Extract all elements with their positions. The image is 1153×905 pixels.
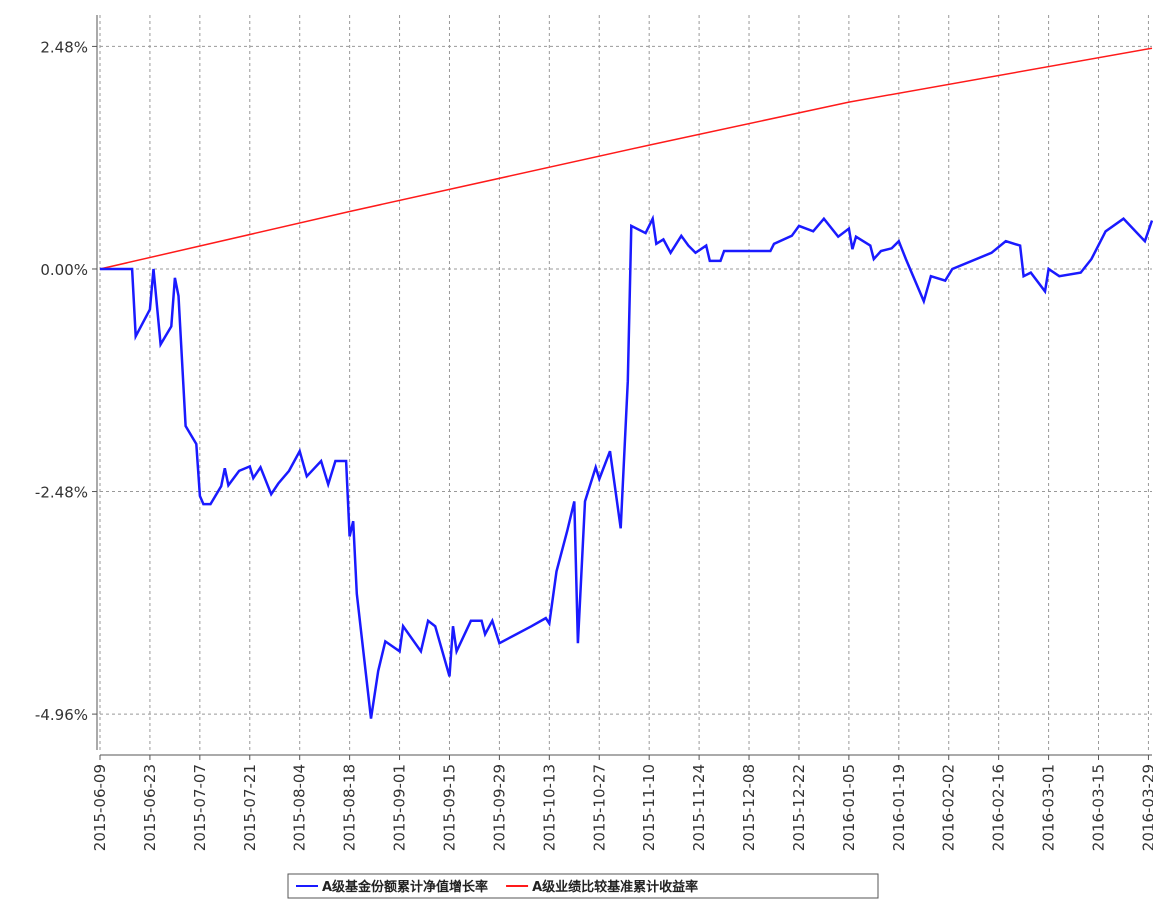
x-tick-label: 2015-12-22	[790, 764, 808, 851]
x-tick-label: 2015-06-09	[91, 764, 109, 851]
legend-label: A级业绩比较基准累计收益率	[532, 879, 698, 895]
x-tick-label: 2015-06-23	[141, 764, 159, 851]
x-tick-label: 2015-09-01	[391, 764, 409, 851]
x-tick-label: 2016-02-02	[940, 764, 958, 851]
x-tick-label: 2015-11-10	[640, 764, 658, 851]
series-line	[100, 214, 1153, 719]
legend-box	[287, 873, 879, 899]
x-tick-label: 2015-12-08	[740, 764, 758, 851]
x-tick-label: 2016-01-19	[890, 764, 908, 851]
x-tick-label: 2015-10-13	[540, 764, 558, 851]
legend-label: A级基金份额累计净值增长率	[322, 879, 488, 895]
y-tick-label: -2.48%	[35, 484, 88, 502]
x-tick-label: 2015-09-29	[490, 764, 508, 851]
x-tick-label: 2016-01-05	[840, 764, 858, 851]
x-tick-label: 2015-07-21	[241, 764, 259, 851]
y-tick-label: 2.48%	[40, 38, 88, 56]
x-tick-label: 2015-10-27	[590, 764, 608, 851]
x-tick-label: 2015-07-07	[191, 764, 209, 851]
x-tick-label: 2015-11-24	[690, 764, 708, 851]
y-tick-label: -4.96%	[35, 706, 88, 724]
x-tick-label: 2016-03-01	[1040, 764, 1058, 851]
x-tick-label: 2015-08-18	[341, 764, 359, 851]
series-line	[99, 47, 1153, 270]
x-tick-label: 2016-03-15	[1090, 764, 1108, 851]
x-tick-label: 2015-08-04	[291, 764, 309, 851]
x-tick-label: 2016-02-16	[990, 764, 1008, 851]
x-tick-label: 2015-09-15	[440, 764, 458, 851]
x-tick-label: 2016-03-29	[1139, 764, 1153, 851]
y-tick-label: 0.00%	[40, 261, 88, 279]
